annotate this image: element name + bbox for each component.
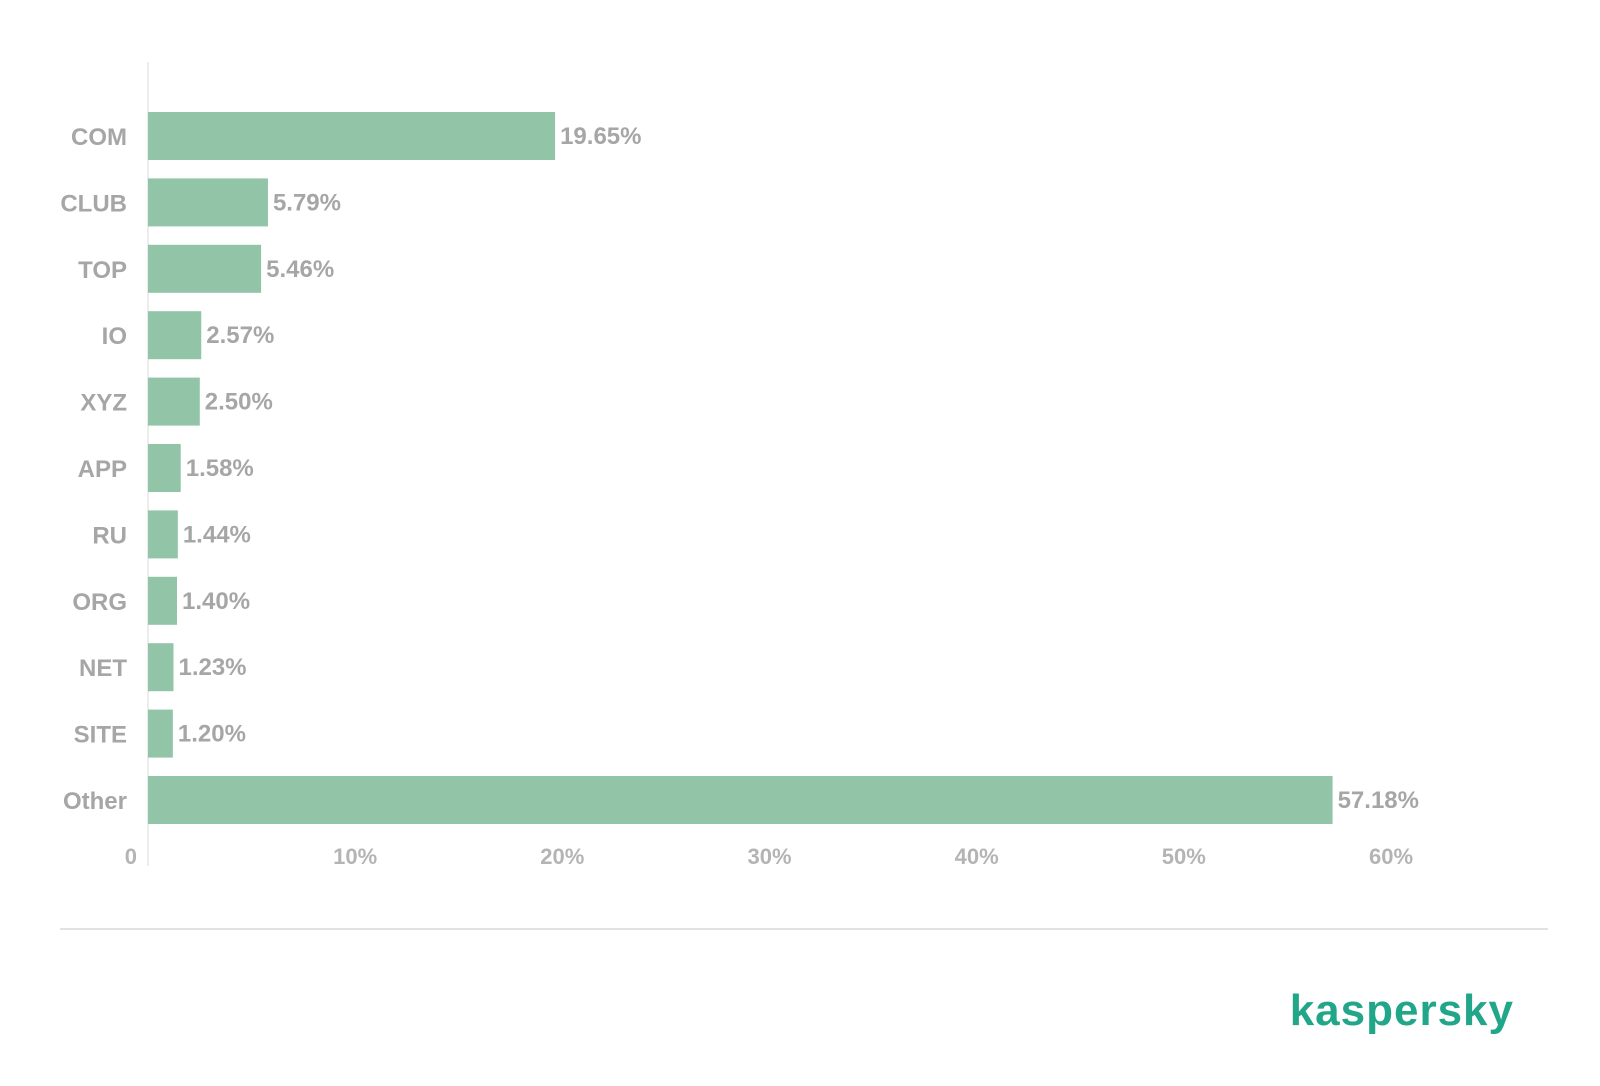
- value-label: 1.58%: [186, 455, 254, 482]
- value-label: 1.23%: [178, 654, 246, 681]
- category-label: IO: [102, 323, 127, 350]
- category-label: XYZ: [80, 390, 127, 417]
- category-label: TOP: [78, 257, 127, 284]
- bar-com: [148, 112, 556, 160]
- x-tick-label: 10%: [333, 844, 377, 869]
- category-label: Other: [63, 788, 127, 815]
- x-tick-label: 30%: [747, 844, 791, 869]
- bar-net: [148, 643, 174, 692]
- value-label: 1.20%: [178, 721, 246, 748]
- bar-other: [148, 776, 1333, 824]
- bar-top: [148, 244, 262, 293]
- x-axis-tick-labels: 0 10% 20% 30% 40% 50% 60%: [125, 844, 1413, 869]
- category-label: COM: [71, 124, 127, 151]
- value-label: 5.46%: [266, 256, 334, 283]
- bars-layer: [148, 112, 1333, 824]
- kaspersky-logo: kaspersky: [1289, 986, 1514, 1035]
- category-label: SITE: [74, 722, 127, 749]
- category-label: ORG: [72, 589, 127, 616]
- x-tick-label: 50%: [1162, 844, 1206, 869]
- category-label: CLUB: [60, 190, 127, 217]
- x-tick-label: 0: [125, 844, 137, 869]
- x-tick-label: 40%: [955, 844, 999, 869]
- category-labels: COM CLUB TOP IO XYZ APP RU ORG NET SITE Other: [60, 124, 127, 815]
- bar-org: [148, 576, 178, 625]
- footer-divider: [60, 928, 1548, 930]
- bar-io: [148, 311, 202, 360]
- bar-xyz: [148, 377, 200, 426]
- bar-app: [148, 444, 181, 492]
- category-label: APP: [78, 456, 127, 483]
- value-labels: 19.65% 5.79% 5.46% 2.57% 2.50% 1.58% 1.44% 1.40…: [178, 123, 1419, 814]
- bar-site: [148, 709, 173, 758]
- value-label: 1.44%: [183, 521, 251, 548]
- value-label: 19.65%: [560, 123, 641, 150]
- value-label: 5.79%: [273, 189, 341, 216]
- bar-club: [148, 178, 268, 227]
- value-label: 2.57%: [206, 322, 274, 349]
- x-tick-label: 20%: [540, 844, 584, 869]
- x-tick-label: 60%: [1369, 844, 1413, 869]
- bar-chart: COM CLUB TOP IO XYZ APP RU ORG NET SITE Other 19.6…: [60, 62, 1419, 869]
- category-label: NET: [79, 655, 127, 682]
- value-label: 57.18%: [1338, 787, 1419, 814]
- category-label: RU: [92, 522, 127, 549]
- bar-ru: [148, 510, 178, 559]
- value-label: 1.40%: [182, 588, 250, 615]
- value-label: 2.50%: [205, 389, 273, 416]
